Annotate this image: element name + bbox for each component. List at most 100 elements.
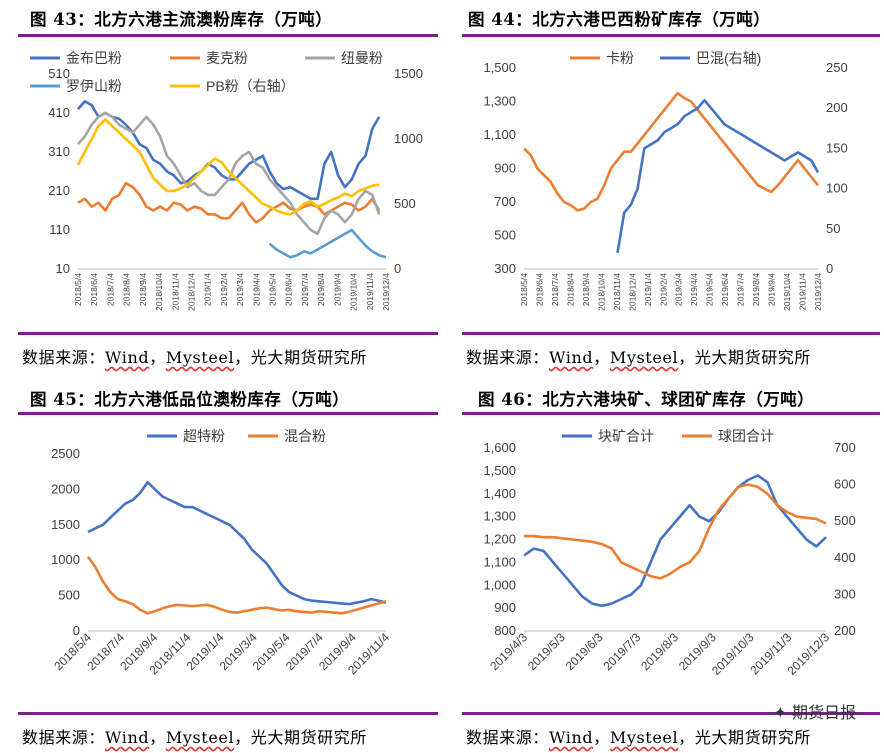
y-left-tick-label: 10 — [56, 261, 70, 276]
x-tick-label: 2019/7/4 — [300, 273, 310, 306]
y-right-tick-label: 150 — [826, 140, 848, 155]
y-right-tick-label: 500 — [834, 513, 856, 528]
x-tick-label: 2019/10/4 — [782, 273, 792, 311]
title-rule — [18, 34, 438, 37]
series-line — [87, 481, 387, 606]
x-tick-label: 2019/6/3 — [563, 630, 606, 673]
legend-label: 金布巴粉 — [66, 50, 122, 66]
y-left-tick-label: 1,400 — [483, 486, 516, 501]
y-right-tick-label: 250 — [826, 60, 848, 75]
legend-label: 罗伊山粉 — [66, 78, 122, 94]
series-line — [523, 91, 820, 212]
x-tick-label: 2019/2/4 — [658, 273, 668, 306]
x-tick-label: 2019/12/4 — [381, 273, 391, 311]
series-line — [77, 181, 381, 224]
y-right-tick-label: 0 — [394, 261, 401, 276]
legend-label: 麦克粉 — [206, 50, 248, 66]
x-tick-label: 2019/12/3 — [784, 630, 832, 678]
x-tick-label: 2019/2/4 — [219, 273, 229, 306]
source-text: 数据来源：Wind，Mysteel，光大期货研究所 — [466, 728, 811, 747]
y-left-tick-label: 1500 — [51, 517, 80, 532]
x-tick-label: 2018/6/4 — [534, 273, 544, 306]
x-tick-label: 2019/10/4 — [349, 273, 359, 311]
x-tick-label: 2019/3/4 — [674, 273, 684, 306]
y-left-tick-label: 500 — [58, 588, 80, 603]
x-tick-label: 2019/7/4 — [736, 273, 746, 306]
x-tick-label: 2019/1/4 — [203, 273, 213, 306]
y-left-tick-label: 1,200 — [483, 532, 516, 547]
y-left-tick-label: 1,100 — [483, 554, 516, 569]
legend-label: 卡粉 — [606, 50, 634, 66]
y-right-tick-label: 500 — [394, 196, 416, 211]
y-right-tick-label: 100 — [826, 181, 848, 196]
y-left-tick-label: 1,600 — [483, 440, 516, 455]
source-rule — [462, 712, 880, 715]
x-tick-label: 2019/11/4 — [365, 273, 375, 310]
y-left-tick-label: 2000 — [51, 481, 80, 496]
x-tick-label: 2018/8/4 — [565, 273, 575, 306]
y-left-tick-label: 1,100 — [483, 127, 516, 142]
legend-label: 超特粉 — [183, 428, 225, 444]
series-line — [76, 118, 380, 216]
y-right-tick-label: 1500 — [394, 66, 423, 81]
x-tick-label: 2018/10/4 — [154, 273, 164, 311]
x-tick-label: 2018/12/4 — [186, 273, 196, 311]
x-tick-label: 2019/5/4 — [268, 273, 278, 306]
series-line — [523, 474, 827, 608]
wechat-icon: ✦ — [773, 703, 792, 722]
series-line — [524, 483, 827, 580]
x-tick-label: 2019/6/4 — [284, 273, 294, 306]
legend-label: 块矿合计 — [598, 428, 654, 444]
chart-46: 800 900 1,000 1,100 1,200 1,300 1,400 1,500 1,60… — [483, 428, 856, 678]
x-tick-label: 2018/11/4 — [170, 273, 180, 310]
x-tick-label: 2019/7/3 — [600, 630, 643, 673]
chart-44: 300 500 700 900 1,100 1,300 1,500 0 50 100 150 200 2… — [483, 50, 848, 311]
y-left-tick-label: 2500 — [51, 446, 80, 461]
y-left-tick-label: 510 — [48, 66, 70, 81]
y-right-tick-label: 0 — [826, 261, 833, 276]
y-left-tick-label: 110 — [49, 222, 70, 237]
chart-title: 图 43：北方六港主流澳粉库存（万吨） — [30, 10, 333, 29]
y-right-tick-label: 200 — [826, 100, 848, 115]
x-tick-label: 2019/6/4 — [720, 273, 730, 306]
y-left-tick-label: 0 — [73, 623, 80, 638]
source-text: 数据来源：Wind，Mysteel，光大期货研究所 — [22, 348, 367, 367]
source-rule — [18, 712, 438, 715]
legend-label: 巴混(右轴) — [696, 50, 761, 66]
y-left-tick-label: 1,000 — [483, 577, 516, 592]
y-right-tick-label: 300 — [834, 586, 856, 601]
y-left-tick-label: 1,500 — [483, 463, 516, 478]
source-text: 数据来源：Wind，Mysteel，光大期货研究所 — [22, 728, 367, 747]
legend-label: 混合粉 — [284, 428, 326, 444]
watermark: ✦ 期货日报 — [773, 703, 856, 722]
y-left-tick-label: 1,500 — [483, 60, 516, 75]
y-left-tick-label: 900 — [494, 600, 516, 615]
y-right-tick-label: 400 — [834, 550, 856, 565]
x-tick-label: 2019/4/4 — [689, 273, 699, 306]
x-tick-label: 2018/9/4 — [138, 273, 148, 306]
x-tick-label: 2018/12/4 — [627, 273, 637, 311]
y-left-tick-label: 310 — [48, 144, 70, 159]
y-left-tick-label: 500 — [494, 228, 516, 243]
x-tick-label: 2019/11/4 — [798, 273, 808, 310]
chart-43: 10 110 210 310 410 510 0 500 1000 1500 2018/5/4 201… — [30, 50, 423, 311]
title-rule — [462, 412, 880, 415]
source-rule — [18, 332, 438, 335]
title-rule — [18, 412, 438, 415]
y-right-tick-label: 600 — [834, 477, 856, 492]
x-tick-label: 2019/9/4 — [332, 273, 342, 306]
x-tick-label: 2018/8/4 — [122, 273, 132, 306]
x-tick-label: 2019/12/4 — [813, 273, 823, 311]
y-left-tick-label: 210 — [48, 183, 70, 198]
x-tick-label: 2019/9/4 — [767, 273, 777, 306]
title-rule — [462, 34, 880, 37]
y-right-tick-label: 1000 — [394, 131, 423, 146]
chart-title: 图 45：北方六港低品位澳粉库存（万吨） — [30, 390, 350, 409]
x-tick-label: 2018/11/4 — [612, 273, 622, 310]
x-tick-label: 2019/3/4 — [235, 273, 245, 306]
y-right-tick-label: 700 — [834, 440, 856, 455]
series-line — [77, 100, 381, 201]
chart-45: 050010001500200025002018/5/42018/7/42018… — [51, 428, 392, 677]
x-tick-label: 2018/7/4 — [105, 273, 115, 306]
series-line — [268, 228, 387, 259]
